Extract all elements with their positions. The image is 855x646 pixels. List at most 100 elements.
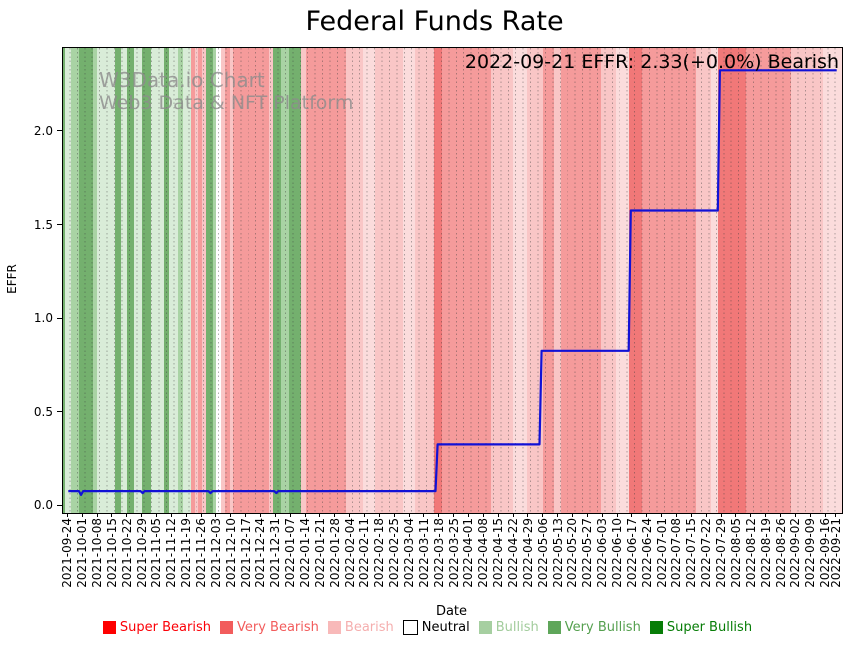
- x-tick-label: 2022-07-29: [714, 518, 729, 588]
- x-tick-label: 2022-03-25: [446, 518, 461, 588]
- sentiment-band-bullish-pale: [65, 48, 71, 513]
- y-tick-label: 2.0: [33, 123, 53, 138]
- sentiment-band-very-bullish: [164, 48, 169, 513]
- legend-label: Neutral: [421, 620, 470, 635]
- x-tick-mark: [467, 513, 469, 517]
- legend-swatch: [327, 621, 341, 634]
- legend-item-super-bullish: Super Bullish: [649, 620, 752, 635]
- x-tick-mark: [289, 513, 291, 517]
- x-tick-mark: [601, 513, 603, 517]
- sentiment-band-bearish: [696, 48, 711, 513]
- legend-label: Very Bullish: [564, 620, 641, 635]
- x-tick-label: 2022-07-15: [684, 518, 699, 588]
- sentiment-band-bearish: [415, 48, 434, 513]
- y-axis-label: EFFR: [5, 264, 19, 294]
- x-tick-mark: [497, 513, 499, 517]
- x-tick-mark: [453, 513, 455, 517]
- x-tick-mark: [705, 513, 707, 517]
- effr-series-line: [68, 69, 837, 496]
- sentiment-band-bullish: [71, 48, 79, 513]
- sentiment-band-bearish: [230, 48, 233, 513]
- effr-line-chart: [68, 69, 837, 496]
- x-tick-label: 2022-05-27: [580, 518, 595, 588]
- legend-swatch: [102, 621, 116, 634]
- sentiment-band-bearish: [346, 48, 363, 513]
- x-tick-label: 2022-04-01: [461, 518, 476, 588]
- legend-swatch: [402, 620, 418, 635]
- x-tick-mark: [200, 513, 202, 517]
- y-tick-mark: [57, 411, 62, 413]
- x-tick-label: 2022-03-18: [431, 518, 446, 588]
- x-tick-label: 2022-06-10: [610, 518, 625, 588]
- x-tick-mark: [780, 513, 781, 517]
- x-tick-mark: [274, 513, 276, 517]
- x-tick-label: 2022-07-08: [669, 518, 684, 588]
- sentiment-band-bearish: [375, 48, 403, 513]
- plot-area: W3Data.io Chart Web3 Data & NFT Platform…: [62, 47, 843, 514]
- x-tick-label: 2022-06-24: [639, 518, 654, 588]
- latest-value-annotation: 2022-09-21 EFFR: 2.33(+0.0%) Bearish: [464, 51, 839, 73]
- x-tick-label: 2022-09-09: [803, 518, 818, 588]
- x-tick-mark: [408, 513, 410, 517]
- x-tick-mark: [96, 513, 98, 517]
- x-tick-mark: [141, 513, 143, 517]
- x-tick-mark: [675, 513, 677, 517]
- watermark: W3Data.io Chart Web3 Data & NFT Platform: [99, 68, 353, 115]
- x-tick-mark: [378, 513, 380, 517]
- chart-title: Federal Funds Rate: [305, 6, 564, 37]
- legend-swatch: [547, 621, 561, 634]
- x-tick-label: 2022-02-25: [387, 518, 402, 588]
- sentiment-band-very-bullish: [79, 48, 93, 513]
- legend-swatch: [649, 621, 663, 634]
- sentiment-band-bullish: [93, 48, 97, 513]
- x-tick-label: 2022-05-20: [565, 518, 580, 588]
- sentiment-band-very-bearish: [543, 48, 554, 513]
- y-tick-mark: [57, 224, 62, 225]
- legend-label: Super Bearish: [119, 620, 211, 635]
- x-tick-mark: [423, 513, 425, 517]
- legend-item-neutral: Neutral: [402, 620, 470, 635]
- x-tick-mark: [259, 513, 261, 517]
- sentiment-band-bearish-pale: [711, 48, 718, 513]
- x-tick-label: 2022-08-05: [728, 518, 743, 588]
- x-tick-mark: [66, 513, 68, 517]
- sentiment-band-very-bullish: [289, 48, 301, 513]
- x-tick-label: 2021-11-26: [194, 518, 209, 588]
- y-tick-mark: [57, 504, 62, 506]
- y-tick-label: 0.5: [33, 404, 53, 419]
- y-tick-label: 1.5: [33, 217, 53, 232]
- x-tick-mark: [126, 513, 128, 517]
- legend-item-very-bullish: Very Bullish: [547, 620, 641, 635]
- sentiment-band-bearish: [527, 48, 543, 513]
- x-tick-label: 2021-10-29: [134, 518, 149, 588]
- x-tick-label: 2022-02-04: [342, 518, 357, 588]
- x-tick-label: 2022-01-21: [312, 518, 327, 588]
- x-tick-mark: [349, 513, 351, 517]
- x-tick-label: 2021-12-03: [208, 518, 223, 588]
- sentiment-band-bullish-pale: [121, 48, 127, 513]
- sentiment-band-bearish: [301, 48, 306, 513]
- x-tick-label: 2021-11-05: [149, 518, 164, 588]
- x-tick-mark: [438, 513, 440, 517]
- legend-swatch: [220, 621, 233, 634]
- sentiment-band-very-bullish: [142, 48, 151, 513]
- x-tick-label: 2022-05-06: [535, 518, 550, 588]
- sentiment-band-very-bearish: [191, 48, 195, 513]
- legend: Super Bearish Very Bearish Bearish Neutral B…: [0, 620, 855, 635]
- sentiment-band-bearish-pale: [363, 48, 375, 513]
- sentiment-band-bearish-pale: [403, 48, 415, 513]
- legend-label: Bullish: [495, 620, 539, 635]
- sentiment-band-bearish: [221, 48, 225, 513]
- x-tick-mark: [571, 513, 573, 517]
- sentiment-band-bullish: [281, 48, 289, 513]
- sentiment-band-very-bullish: [273, 48, 281, 513]
- x-tick-label: 2022-01-14: [298, 518, 313, 588]
- sentiment-band-bearish: [554, 48, 561, 513]
- x-tick-label: 2021-10-22: [119, 518, 134, 588]
- legend-item-bullish: Bullish: [478, 620, 539, 635]
- x-tick-label: 2022-03-11: [416, 518, 431, 588]
- x-tick-mark: [155, 513, 157, 517]
- sentiment-band-very-bearish: [442, 48, 491, 513]
- x-tick-label: 2021-12-24: [253, 518, 268, 588]
